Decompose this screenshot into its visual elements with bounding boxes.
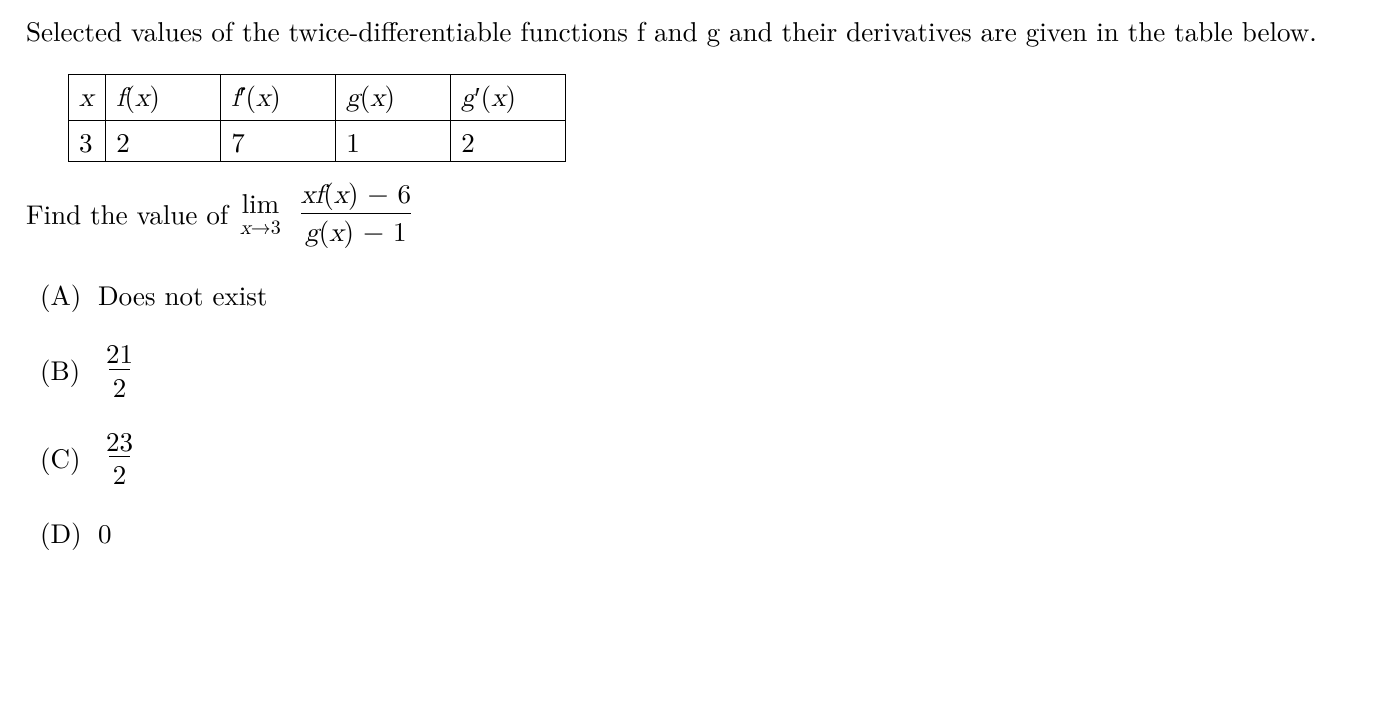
math-problem: Selected values of the twice-differentia… (0, 0, 1388, 568)
col-gpx: g′(x) (451, 75, 566, 120)
limit-operator: lim x→3 (240, 189, 281, 238)
table-header-row: x f(x) f′(x) g(x) g′(x) (69, 75, 566, 120)
choice-D-label: (D) (40, 514, 98, 550)
question-line: Find the value of lim x→3 xf(x) − 6 g(x)… (26, 178, 1370, 248)
col-x: x (69, 75, 106, 120)
choice-B-fraction: 21 2 (102, 338, 137, 400)
choice-C: (C) 23 2 (40, 426, 1370, 488)
choice-C-num: 23 (102, 426, 137, 456)
choice-D: (D) 0 (40, 514, 1370, 550)
choice-B: (B) 21 2 (40, 338, 1370, 400)
cell-x: 3 (69, 120, 106, 161)
col-fx: f(x) (106, 75, 221, 120)
cell-fpx: 7 (221, 120, 336, 161)
choice-C-fraction: 23 2 (102, 426, 137, 488)
choice-A: (A) Does not exist (40, 276, 1370, 312)
choice-D-text: 0 (98, 514, 112, 550)
choice-A-label: (A) (40, 276, 98, 312)
intro-text: Selected values of the twice-differentia… (26, 12, 1370, 48)
limit-fraction: xf(x) − 6 g(x) − 1 (297, 178, 415, 248)
choice-B-label: (B) (40, 351, 98, 387)
choice-B-num: 21 (102, 338, 137, 368)
answer-choices: (A) Does not exist (B) 21 2 (C) 23 2 (D)… (40, 276, 1370, 550)
choice-C-den: 2 (109, 456, 131, 487)
question-prefix: Find the value of (26, 195, 228, 231)
col-gx: g(x) (336, 75, 451, 120)
fraction-numerator: xf(x) − 6 (297, 178, 415, 212)
fraction-denominator: g(x) − 1 (301, 213, 410, 248)
cell-gx: 1 (336, 120, 451, 161)
table-row: 3 2 7 1 2 (69, 120, 566, 161)
values-table: x f(x) f′(x) g(x) g′(x) 3 2 7 1 2 (68, 74, 566, 162)
cell-gpx: 2 (451, 120, 566, 161)
choice-B-den: 2 (109, 369, 131, 400)
col-fpx: f′(x) (221, 75, 336, 120)
lim-sub: x→3 (240, 216, 281, 238)
cell-fx: 2 (106, 120, 221, 161)
choice-C-label: (C) (40, 439, 98, 475)
choice-A-text: Does not exist (98, 276, 267, 312)
